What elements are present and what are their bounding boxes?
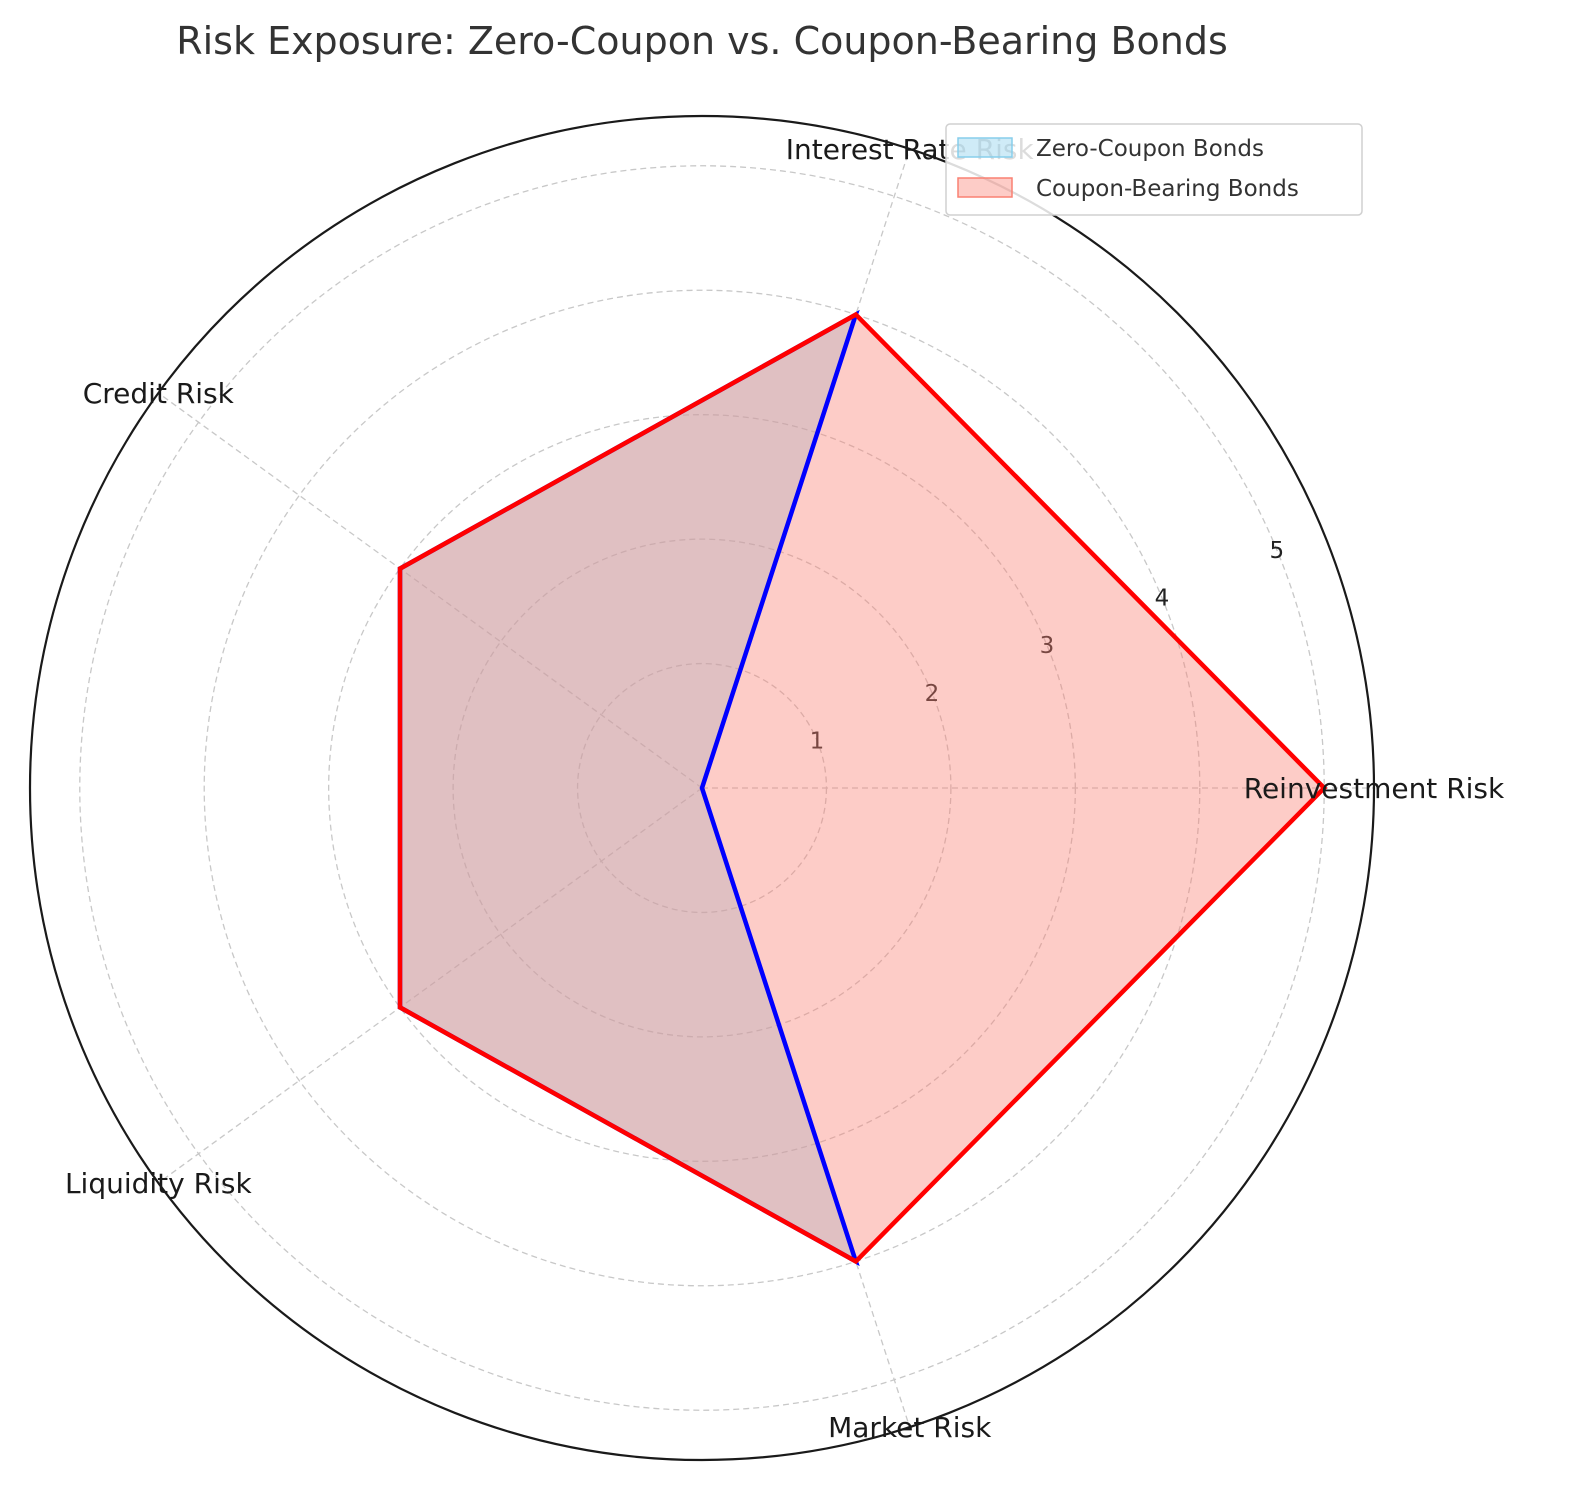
category-label: Liquidity Risk [65,1167,253,1200]
series-fill-1 [400,314,856,1262]
radial-tick-label: 4 [1155,586,1170,612]
legend-label-coupon-bearing: Coupon-Bearing Bonds [1036,176,1299,202]
legend: Zero-Coupon Bonds Coupon-Bearing Bonds [945,123,1363,216]
radial-tick-label: 2 [925,681,940,707]
grid: 1 2 3 4 5 [28,114,1376,1462]
radial-tick-label: 5 [1270,538,1285,564]
spoke-3 [157,392,703,789]
legend-swatch-zero-coupon [957,137,1013,158]
series-line-2 [397,311,1328,1265]
category-label: Market Risk [828,1411,992,1444]
legend-frame [945,123,1363,216]
legend-label-zero-coupon: Zero-Coupon Bonds [1036,136,1264,162]
radial-tick-label: 3 [1040,633,1055,659]
spoke-4 [157,787,703,1184]
legend-swatch-coupon-bearing [957,177,1013,198]
series-area [397,309,1328,1267]
grid-ring-4 [203,289,1201,1287]
outer-frame [28,114,1376,1462]
category-label: Reinvestment Risk [1244,772,1505,805]
radial-tick-label: 1 [810,728,825,754]
grid-ring-2 [452,538,952,1038]
chart-title: Risk Exposure: Zero-Coupon vs. Coupon-Be… [176,19,1228,63]
series-fill-2 [400,314,1325,1262]
category-label: Credit Risk [83,377,235,410]
